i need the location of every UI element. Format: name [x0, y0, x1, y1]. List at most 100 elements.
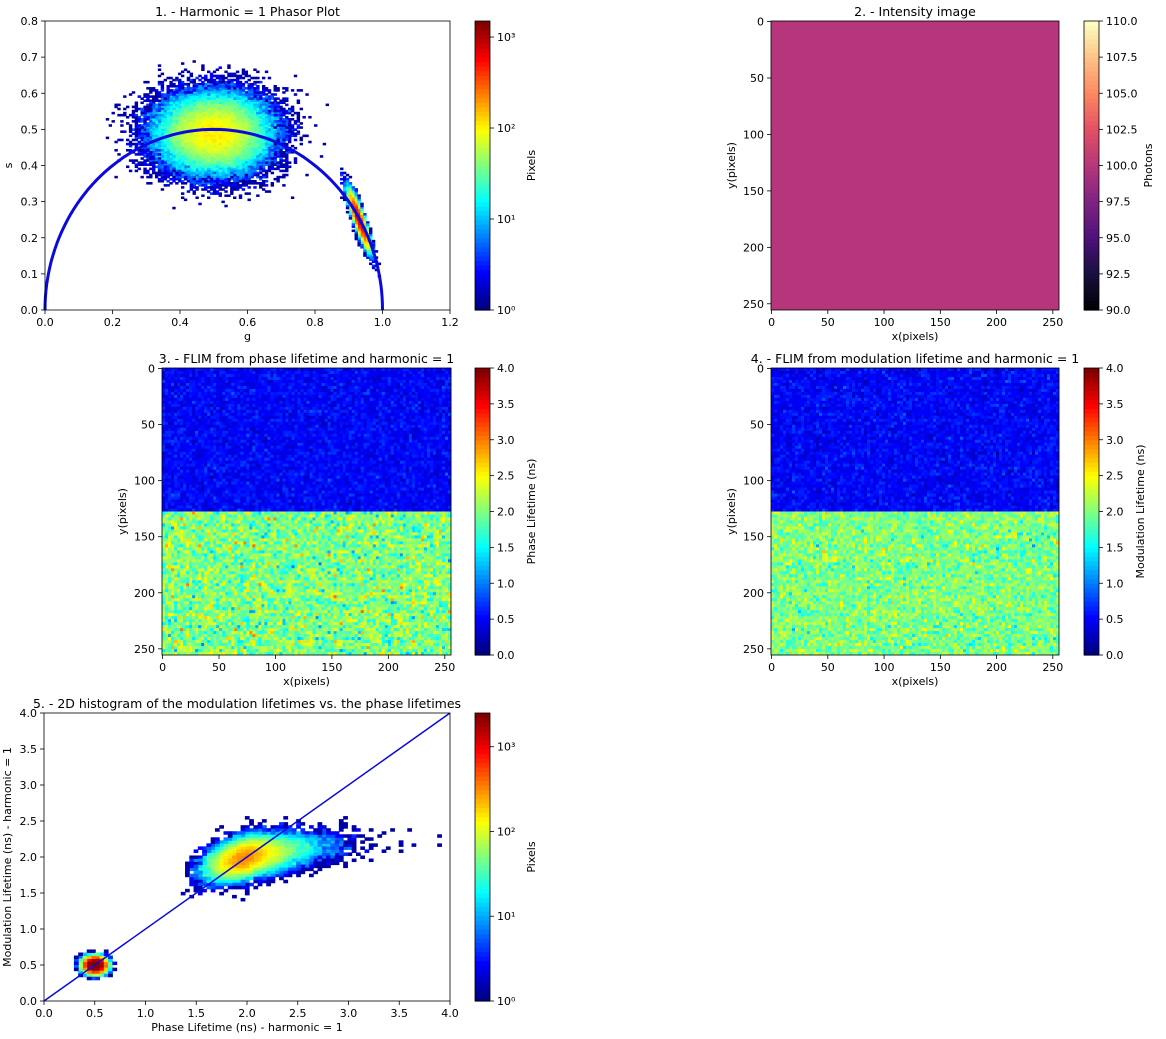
p3-image-pixel: [228, 412, 232, 417]
p1-hist-bin: [201, 155, 205, 158]
p1-hist-bin: [235, 134, 240, 138]
p1-hist-bin: [195, 177, 199, 181]
p1-hist-bin: [227, 124, 231, 127]
p1-hist-bin: [250, 138, 254, 142]
p1-hist-bin: [224, 93, 228, 96]
p1-hist-bin: [340, 171, 344, 175]
p1-hist-bin: [270, 130, 275, 133]
p3-image-pixel: [165, 403, 169, 408]
p3-image-pixel: [207, 368, 211, 372]
p3-image-pixel: [420, 418, 425, 423]
p1-hist-bin: [201, 132, 205, 136]
p3-image-pixel: [420, 421, 425, 426]
p1-hist-bin: [264, 130, 269, 133]
p1-hist-bin: [244, 148, 248, 152]
p1-hist-bin: [215, 68, 220, 72]
p3-image-pixel: [330, 368, 334, 372]
p1-hist-bin: [221, 171, 225, 175]
p1-hist-bin: [227, 177, 231, 181]
p3-image-pixel: [267, 376, 271, 381]
p1-hist-bin: [157, 163, 162, 166]
p1-hist-bin: [195, 87, 199, 90]
p1-colorbar-band: [475, 300, 490, 307]
p1-hist-bin: [276, 128, 280, 131]
p3-image-pixel: [270, 421, 274, 426]
p3-image-pixel: [420, 394, 425, 399]
p1-hist-bin: [233, 151, 237, 154]
p1-hist-bin: [296, 115, 301, 119]
p1-hist-bin: [241, 105, 246, 109]
p3-image-pixel: [402, 388, 407, 393]
p3-image-pixel: [315, 415, 319, 420]
p3-image-pixel: [327, 373, 331, 378]
p3-image-pixel: [330, 418, 334, 423]
p1-hist-bin: [146, 146, 150, 150]
p1-hist-bin: [215, 159, 220, 162]
p1-hist-bin: [152, 97, 156, 100]
p3-image-pixel: [204, 376, 208, 381]
p1-hist-bin: [207, 132, 211, 136]
p1-hist-bin: [288, 107, 292, 111]
p1-hist-bin: [201, 107, 205, 111]
p1-hist-bin: [169, 115, 173, 119]
p1-hist-bin: [204, 113, 208, 117]
p1-hist-bin: [238, 144, 243, 148]
p1-hist-bin: [195, 115, 199, 119]
p3-image-pixel: [240, 376, 244, 381]
p1-hist-bin: [238, 179, 243, 183]
p1-hist-bin: [204, 184, 208, 187]
p3-image-pixel: [393, 421, 398, 426]
p1-hist-bin: [227, 159, 231, 162]
p1-hist-bin: [374, 250, 379, 253]
p1-hist-bin: [212, 120, 217, 123]
p1-hist-bin: [189, 95, 194, 98]
p1-hist-bin: [172, 118, 176, 121]
p1-hist-bin: [218, 177, 222, 181]
p1-hist-bin: [259, 97, 263, 100]
p1-hist-bin: [244, 97, 248, 100]
p1-hist-bin: [218, 120, 222, 123]
p1-hist-bin: [157, 74, 162, 78]
p1-hist-bin: [267, 142, 272, 146]
p1-hist-bin: [163, 173, 167, 177]
p3-image-pixel: [327, 370, 331, 375]
p1-hist-bin: [175, 118, 179, 121]
p3-image-pixel: [216, 391, 220, 396]
p3-image-pixel: [297, 397, 301, 402]
p3-image-pixel: [393, 391, 398, 396]
p1-xtick-label: 1.2: [441, 316, 459, 329]
p1-hist-bin: [256, 142, 260, 146]
p3-image-pixel: [381, 400, 386, 405]
p3-image-pixel: [447, 418, 452, 423]
p3-image-pixel: [189, 370, 193, 375]
p1-hist-bin: [178, 82, 182, 86]
p3-image-pixel: [198, 391, 202, 396]
p3-image-pixel: [180, 376, 184, 381]
p1-hist-bin: [149, 132, 153, 136]
p1-hist-bin: [180, 126, 185, 129]
p1-hist-bin: [256, 91, 260, 94]
p1-hist-bin: [143, 155, 147, 158]
p3-image-pixel: [234, 424, 238, 429]
p1-hist-bin: [241, 91, 246, 94]
p3-image-pixel: [204, 388, 208, 393]
p1-hist-bin: [175, 97, 179, 100]
p1-hist-bin: [247, 165, 251, 169]
p3-image-pixel: [363, 409, 368, 414]
p1-hist-bin: [134, 144, 139, 148]
p3-image-pixel: [438, 412, 443, 417]
p3-image-pixel: [426, 370, 431, 375]
p1-hist-bin: [160, 169, 165, 173]
p3-image-pixel: [297, 418, 301, 423]
p1-hist-bin: [227, 89, 231, 92]
p1-hist-bin: [186, 99, 191, 103]
p3-image-pixel: [339, 415, 344, 420]
p1-hist-bin: [250, 182, 254, 185]
p3-image-pixel: [381, 376, 386, 381]
p1-hist-bin: [172, 128, 176, 131]
p1-hist-bin: [233, 163, 237, 166]
p1-hist-bin: [204, 89, 208, 92]
p3-image-pixel: [231, 391, 235, 396]
p3-image-pixel: [285, 415, 289, 420]
p1-hist-bin: [172, 93, 176, 96]
